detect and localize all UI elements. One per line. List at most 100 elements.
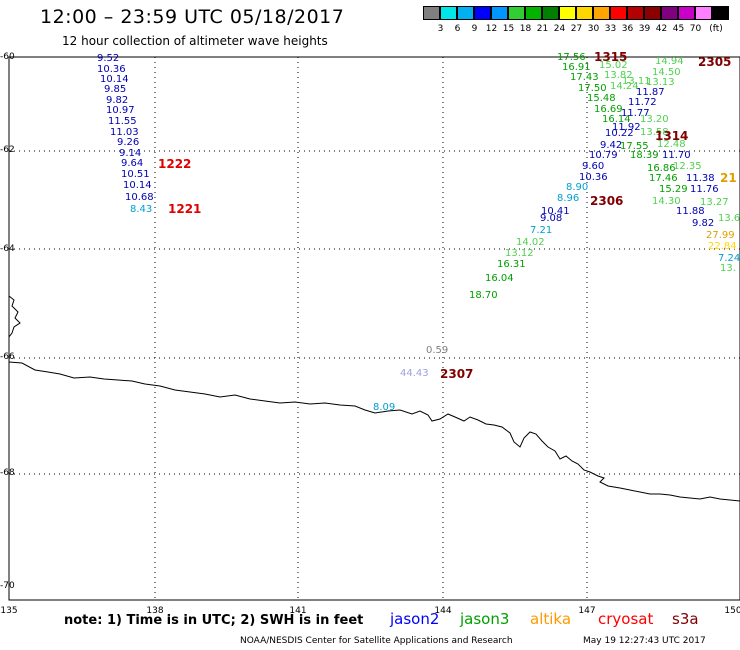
wave-height-value: 9.52	[97, 53, 120, 64]
wave-height-value: 11.87	[636, 87, 665, 98]
wave-height-value: 10.79	[589, 150, 618, 161]
wave-height-value: 16.86	[647, 163, 676, 174]
scale-label: 39	[638, 24, 651, 34]
legend-altika: altika	[530, 610, 572, 628]
wave-height-value: 14.30	[652, 196, 681, 207]
pass-time-label: 1222	[158, 157, 192, 171]
wave-height-value: 7.21	[530, 225, 553, 236]
wave-height-value: 10.36	[579, 172, 608, 183]
lon-label: 135	[0, 606, 18, 616]
wave-height-value: 10.14	[123, 180, 152, 191]
wave-height-value: 13.6	[718, 213, 740, 224]
wave-height-value: 8.09	[373, 402, 396, 413]
wave-height-value: 18.39	[630, 150, 659, 161]
pass-time-label: 2306	[590, 194, 624, 208]
scale-swatch	[525, 6, 542, 20]
wave-height-value: 11.88	[676, 206, 705, 217]
wave-height-value: 11.70	[662, 150, 691, 161]
wave-height-value: 13.13	[646, 77, 675, 88]
wave-height-value: 9.82	[106, 95, 129, 106]
scale-swatch	[610, 6, 627, 20]
map-subtitle: 12 hour collection of altimeter wave hei…	[62, 34, 328, 48]
wave-height-value: 10.97	[106, 105, 135, 116]
wave-height-value: 11.55	[108, 116, 137, 127]
wave-height-value: 14.94	[655, 56, 684, 67]
scale-unit-label: (ft)	[709, 24, 723, 34]
lat-label: -66	[0, 352, 15, 362]
scale-label: 70	[689, 24, 702, 34]
legend-s3a: s3a	[672, 610, 699, 628]
scale-swatch	[576, 6, 593, 20]
wave-height-value: 27.99	[706, 230, 735, 241]
wave-height-value: 11.03	[110, 127, 139, 138]
wave-height-value: 10.68	[125, 192, 154, 203]
wave-height-value: 18.70	[469, 290, 498, 301]
scale-swatch	[559, 6, 576, 20]
wave-height-value: 16.14	[602, 114, 631, 125]
scale-label: 45	[672, 24, 685, 34]
lon-label: 141	[289, 606, 307, 616]
lon-label: 147	[578, 606, 596, 616]
wave-height-value: 9.14	[119, 148, 142, 159]
wave-height-value: 15.29	[659, 184, 688, 195]
scale-label: 30	[587, 24, 600, 34]
wave-height-value: 12.35	[673, 161, 702, 172]
pass-time-label: 1314	[655, 129, 689, 143]
wave-height-value: 9.42	[600, 140, 623, 151]
wave-height-value: 9.26	[117, 137, 140, 148]
scale-label: 21	[536, 24, 549, 34]
scale-label: 18	[519, 24, 532, 34]
wave-height-value: 17.56	[557, 52, 586, 63]
scale-label: 27	[570, 24, 583, 34]
generated-timestamp: May 19 12:27:43 UTC 2017	[583, 636, 706, 646]
wave-height-value: 10.14	[100, 74, 129, 85]
wave-height-value: 16.31	[497, 259, 526, 270]
wave-height-value: 0.59	[426, 345, 449, 356]
pass-time-label: 21	[720, 171, 737, 185]
wave-height-value: 14.50	[652, 67, 681, 78]
wave-height-value: 14.02	[516, 237, 545, 248]
scale-swatch	[712, 6, 729, 20]
scale-label: 24	[553, 24, 566, 34]
lat-label: -64	[0, 244, 15, 254]
wave-height-value: 11.76	[690, 184, 719, 195]
scale-swatch	[508, 6, 525, 20]
wave-height-value: 17.55	[620, 141, 649, 152]
credit-text: NOAA/NESDIS Center for Satellite Applica…	[240, 636, 513, 646]
wave-height-value: 22.84	[708, 241, 737, 252]
pass-time-label: 2307	[440, 367, 474, 381]
wave-height-value: 8.96	[557, 193, 580, 204]
scale-label: 3	[437, 24, 444, 34]
wave-height-value: 15.02	[599, 60, 628, 71]
map-frame	[8, 56, 740, 601]
pass-time-label: 2305	[698, 55, 732, 69]
wave-height-value: 9.08	[540, 213, 563, 224]
legend-cryosat: cryosat	[598, 610, 654, 628]
coastline	[8, 295, 740, 502]
scale-swatch	[678, 6, 695, 20]
wave-height-value: 10.22	[605, 128, 634, 139]
scale-swatch	[423, 6, 440, 20]
legend-jason2: jason2	[390, 610, 440, 628]
wave-height-value: 8.43	[130, 204, 153, 215]
scale-label: 33	[604, 24, 617, 34]
wave-height-value: 7.24	[718, 253, 740, 264]
wave-height-value: 11.38	[686, 173, 715, 184]
wave-height-value: 9.60	[582, 161, 605, 172]
map-title: 12:00 – 23:59 UTC 05/18/2017	[40, 6, 345, 28]
scale-swatch	[542, 6, 559, 20]
wave-height-value: 16.69	[594, 104, 623, 115]
wave-height-value: 13.11	[622, 76, 651, 87]
wave-height-value: 17.46	[649, 173, 678, 184]
lon-label: 150	[724, 606, 740, 616]
wave-height-value: 12.48	[657, 139, 686, 150]
scale-swatch	[644, 6, 661, 20]
wave-height-value: 14.24	[610, 81, 639, 92]
wave-height-value: 11.77	[621, 108, 650, 119]
pass-time-label: 1221	[168, 202, 202, 216]
wave-height-value: 9.85	[104, 84, 127, 95]
wave-height-value: 10.41	[541, 206, 570, 217]
wave-height-value: 15.48	[587, 93, 616, 104]
wave-height-value: 16.04	[485, 273, 514, 284]
